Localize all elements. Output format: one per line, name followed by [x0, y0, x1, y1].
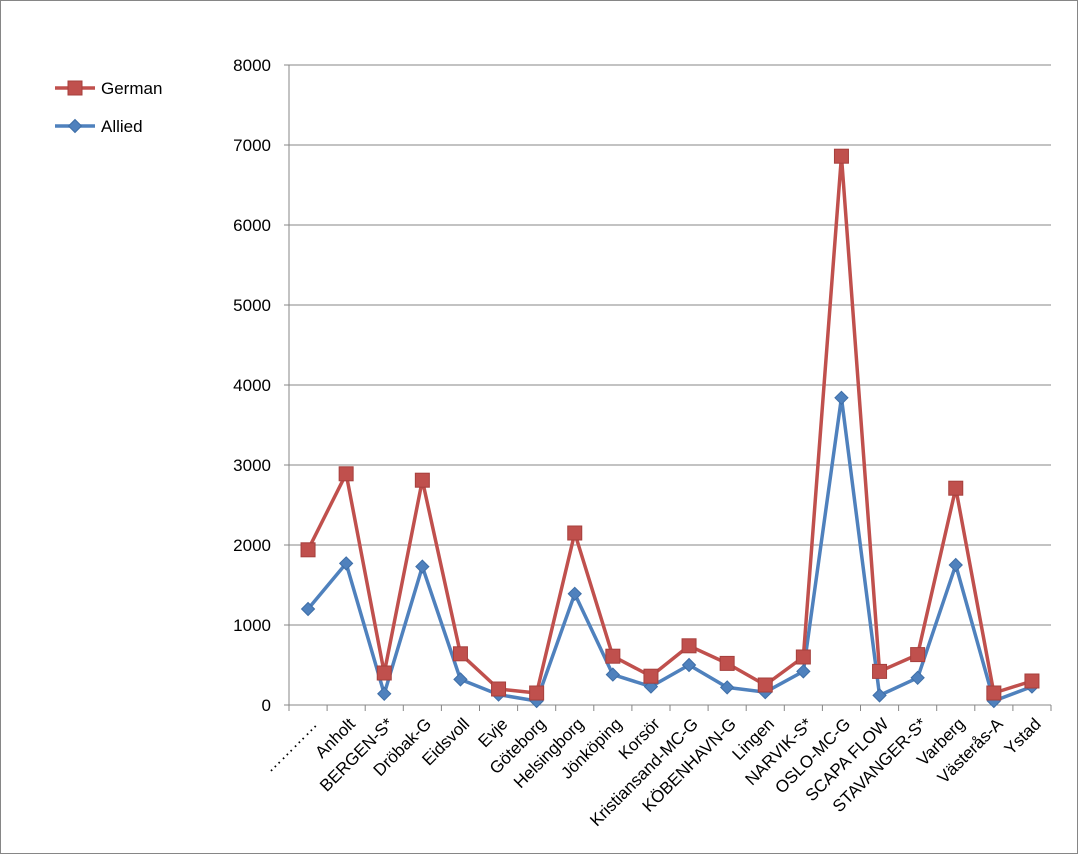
- point-german-j-nk-ping: [605, 648, 621, 664]
- point-allied-stavanger-s: [910, 670, 925, 686]
- y-tick-label-3000: 3000: [233, 456, 271, 475]
- point-allied-dr-bak-g: [415, 559, 430, 574]
- point-allied-dots: [300, 601, 316, 617]
- x-tick-label-dots: …………: [259, 714, 321, 776]
- point-german-g-teborg: [529, 685, 545, 701]
- point-german-v-ster-s-a: [986, 685, 1002, 701]
- y-tick-label-8000: 8000: [233, 56, 271, 75]
- y-tick-label-0: 0: [262, 696, 271, 715]
- point-allied-oslo-mc-g: [834, 390, 849, 406]
- legend-marker-german: [67, 80, 83, 96]
- point-german-lingen: [757, 677, 773, 693]
- point-german-evje: [491, 681, 507, 697]
- point-allied-eidsvoll: [453, 672, 468, 687]
- point-allied-scapa-flow: [872, 688, 887, 703]
- y-tick-label-2000: 2000: [233, 536, 271, 555]
- point-german-kors-r: [643, 668, 659, 684]
- legend-label-allied: Allied: [101, 117, 143, 136]
- series-line-german: [306, 154, 1034, 695]
- point-german-anholt: [338, 466, 354, 482]
- point-allied-varberg: [948, 557, 963, 573]
- point-allied-bergen-s: [377, 686, 392, 702]
- point-allied-k-benhavn-g: [719, 680, 735, 695]
- gridlines: [289, 64, 1051, 626]
- point-german-oslo-mc-g: [833, 148, 849, 164]
- point-allied-helsingborg: [567, 586, 582, 602]
- legend: German Allied: [55, 79, 162, 136]
- point-german-stavanger-s: [910, 647, 926, 663]
- point-german-scapa-flow: [872, 663, 888, 679]
- point-german-kristiansand-mc-g: [681, 638, 697, 654]
- y-tick-label-6000: 6000: [233, 216, 271, 235]
- x-tick-label-ystad: Ystad: [1001, 714, 1045, 758]
- y-tick-label-5000: 5000: [233, 296, 271, 315]
- point-german-eidsvoll: [452, 646, 468, 662]
- point-german-k-benhavn-g: [719, 655, 735, 671]
- point-german-helsingborg: [567, 525, 583, 541]
- point-allied-narvik-s: [796, 664, 811, 679]
- point-german-narvik-s: [795, 649, 811, 665]
- point-allied-anholt: [338, 556, 354, 571]
- point-german-bergen-s: [376, 665, 392, 681]
- y-tick-label-1000: 1000: [233, 616, 271, 635]
- series-line-allied: [306, 396, 1034, 703]
- point-german-dots: [300, 542, 316, 558]
- y-tick-label-7000: 7000: [233, 136, 271, 155]
- y-tick-label-4000: 4000: [233, 376, 271, 395]
- series-lines: [300, 148, 1040, 709]
- point-allied-kristiansand-mc-g: [681, 657, 697, 673]
- point-german-dr-bak-g: [414, 472, 430, 488]
- legend-label-german: German: [101, 79, 162, 98]
- point-german-ystad: [1024, 673, 1040, 689]
- point-german-varberg: [948, 480, 964, 496]
- axes: 010002000300040005000600070008000…………Anh…: [233, 56, 1052, 830]
- point-allied-j-nk-ping: [605, 667, 621, 682]
- legend-marker-allied: [67, 118, 83, 134]
